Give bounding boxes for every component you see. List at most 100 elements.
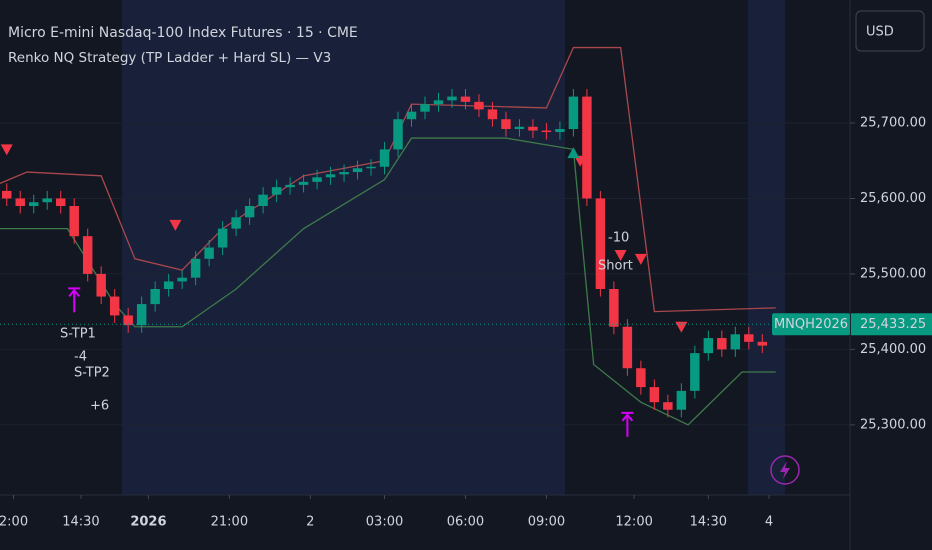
candle-body — [568, 96, 579, 130]
candle-body — [150, 289, 160, 305]
x-tick-label: 4 — [765, 515, 773, 530]
candle-body — [730, 334, 741, 350]
candle-body — [15, 198, 25, 206]
candle-body — [582, 96, 592, 199]
annotation: -4 — [74, 350, 87, 365]
candle-body — [325, 174, 336, 178]
candle-body — [339, 172, 349, 175]
candle-body — [82, 236, 93, 274]
buy-signal — [567, 147, 580, 159]
candle-body — [204, 247, 214, 259]
candle-body — [366, 166, 376, 169]
chart-title: Micro E-mini Nasdaq-100 Index Futures · … — [8, 25, 358, 41]
x-tick-label: 2026 — [130, 515, 166, 530]
candle-body — [285, 184, 295, 188]
candle-body — [109, 296, 120, 316]
candle-body — [474, 101, 484, 110]
plot — [0, 46, 850, 437]
candle-body — [420, 104, 430, 112]
sell-signal — [0, 144, 13, 156]
candle-body — [663, 402, 673, 410]
candle-body — [744, 334, 754, 342]
candle-body — [298, 181, 309, 185]
candle-body — [69, 205, 79, 237]
alert-icon-bolt[interactable] — [780, 461, 790, 479]
candle-body — [690, 353, 700, 391]
candle-body — [177, 277, 187, 282]
candle-body — [55, 198, 66, 206]
annotation: -10 — [608, 231, 629, 246]
annotation: S-TP1 — [60, 327, 96, 342]
candle-body — [528, 126, 538, 131]
y-tick-label: 25,700.00 — [860, 115, 926, 130]
candle-body — [514, 126, 525, 130]
symbol-label: MNQH2026 — [774, 317, 848, 332]
candle-body — [271, 187, 282, 195]
candle-body — [231, 217, 241, 229]
candle-body — [487, 109, 498, 120]
exit-marker — [621, 411, 634, 437]
y-tick-label: 25,600.00 — [860, 191, 926, 206]
sell-signal — [614, 250, 627, 262]
last-price-label: 25,433.25 — [860, 317, 926, 332]
candle-body — [2, 190, 12, 199]
x-tick-label: 14:30 — [62, 515, 99, 530]
currency-label[interactable]: USD — [866, 25, 894, 40]
sell-signal — [574, 155, 587, 167]
candle-body — [163, 281, 174, 290]
band-line — [0, 137, 776, 426]
sell-signal — [169, 219, 182, 231]
candle-body — [352, 168, 363, 173]
candle-body — [757, 341, 768, 346]
y-tick-label: 25,400.00 — [860, 342, 926, 357]
candle-body — [123, 315, 133, 326]
y-tick-label: 25,500.00 — [860, 266, 926, 281]
x-tick-label: 14:30 — [690, 515, 727, 530]
sell-signal — [634, 253, 647, 265]
annotation: S-TP2 — [74, 366, 110, 381]
annotation: Short — [598, 259, 633, 274]
alert-icon[interactable] — [770, 455, 800, 485]
x-tick-label: 2:00 — [0, 515, 28, 530]
annotation: +6 — [90, 399, 109, 414]
candle-body — [676, 390, 687, 410]
candle-body — [717, 338, 727, 350]
candle-body — [29, 202, 39, 206]
candle-body — [406, 111, 417, 120]
candle-body — [136, 304, 147, 326]
x-tick-label: 09:00 — [528, 515, 565, 530]
x-tick-label: 03:00 — [366, 515, 403, 530]
candle-body — [312, 177, 322, 182]
candle-body — [649, 387, 660, 403]
candle-body — [595, 198, 606, 290]
x-tick-label: 06:00 — [447, 515, 484, 530]
candle-body — [609, 289, 619, 327]
candle-body — [190, 258, 201, 278]
candle-body — [541, 130, 552, 133]
candle-body — [555, 129, 565, 133]
candle-body — [42, 198, 52, 203]
candle-body — [258, 194, 268, 206]
candle-body — [379, 149, 390, 167]
session-shade — [748, 0, 785, 495]
x-tick-label: 2 — [306, 515, 314, 530]
y-tick-label: 25,300.00 — [860, 417, 926, 432]
candle-body — [703, 338, 714, 354]
currency-button[interactable] — [855, 10, 925, 52]
candle-body — [393, 119, 403, 150]
exit-marker — [68, 287, 81, 313]
session-shade — [122, 0, 565, 495]
candle-body — [460, 96, 471, 102]
candle-body — [244, 205, 255, 218]
candle-body — [96, 273, 106, 297]
indicator-name: Renko NQ Strategy (TP Ladder + Hard SL) … — [8, 50, 331, 66]
candle-body — [433, 100, 444, 105]
candle-body — [636, 368, 646, 388]
candle-body — [501, 119, 511, 130]
candle-body — [622, 326, 633, 369]
candle-body — [447, 96, 457, 101]
last-price-tag — [851, 313, 932, 336]
symbol-tag — [772, 313, 850, 336]
